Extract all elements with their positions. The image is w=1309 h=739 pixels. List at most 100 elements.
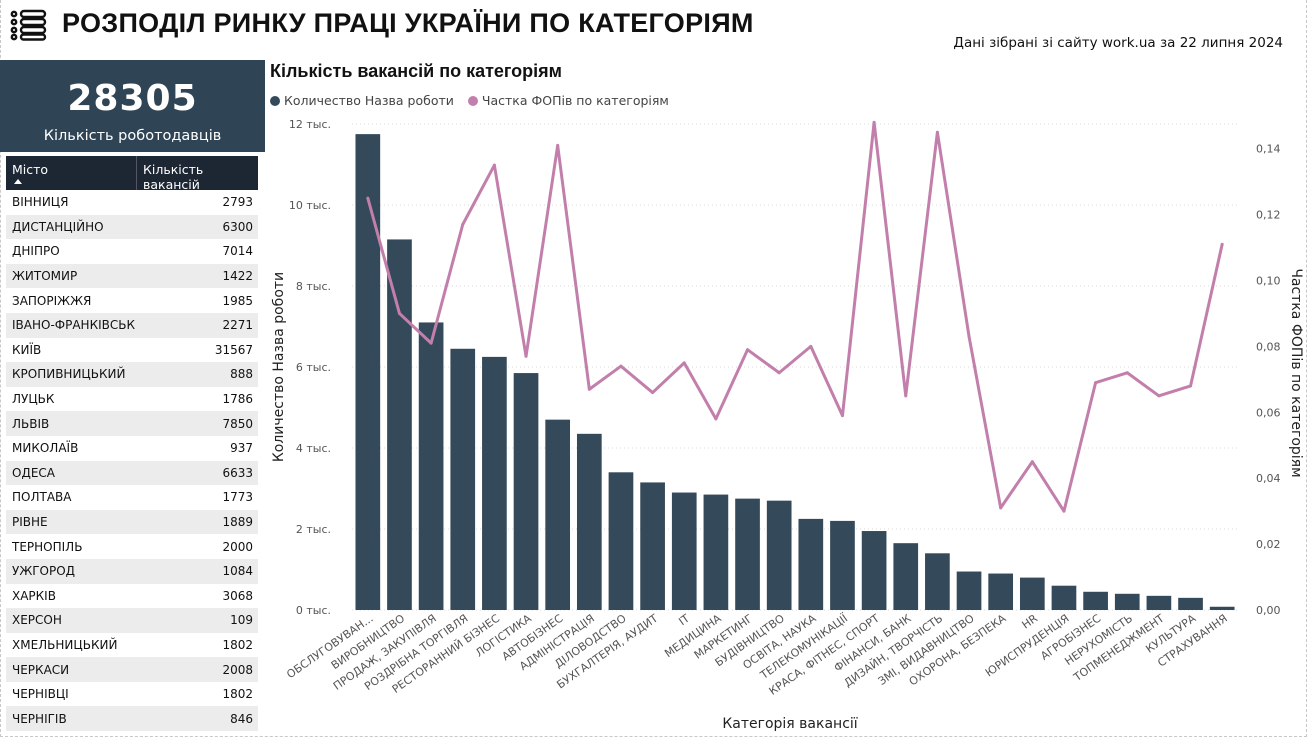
table-row[interactable]: ЛУЦЬК 1786 xyxy=(6,386,258,412)
line-point xyxy=(587,387,591,391)
city-cell: ЛЬВІВ xyxy=(12,416,50,431)
table-row[interactable]: КИЇВ 31567 xyxy=(6,337,258,363)
bar[interactable] xyxy=(703,494,729,610)
table-row[interactable]: ЗАПОРІЖЖЯ 1985 xyxy=(6,288,258,313)
table-row[interactable]: КРОПИВНИЦЬКИЙ 888 xyxy=(6,362,258,387)
category-label: HR xyxy=(1020,612,1041,632)
bar[interactable] xyxy=(956,571,982,610)
series-line xyxy=(366,120,1224,513)
bar[interactable] xyxy=(988,573,1014,610)
bar[interactable] xyxy=(608,472,634,610)
bar[interactable] xyxy=(1146,595,1172,610)
table-row[interactable]: МИКОЛАЇВ 937 xyxy=(6,435,258,461)
vacancy-count-cell: 3068 xyxy=(222,588,253,603)
bar[interactable] xyxy=(355,134,381,610)
y2-axis-tick-label: 0,12 xyxy=(1256,209,1281,222)
y2-axis-tick-label: 0,14 xyxy=(1256,143,1281,156)
bar[interactable] xyxy=(766,500,792,610)
city-cell: КРОПИВНИЦЬКИЙ xyxy=(12,367,126,382)
city-cell: ЛУЦЬК xyxy=(12,392,55,407)
table-body: ВІННИЦЯ 2793 ДИСТАНЦІЙНО 6300 ДНІПРО 7014 ЖИТО… xyxy=(6,190,258,732)
x-axis-title: Категорія вакансії xyxy=(722,716,857,732)
line-point xyxy=(1220,242,1224,246)
vacancy-count-cell: 6300 xyxy=(222,219,253,234)
table-row[interactable]: ПОЛТАВА 1773 xyxy=(6,485,258,510)
bar[interactable] xyxy=(482,356,507,610)
table-row[interactable]: ІВАНО-ФРАНКІВСЬК 2271 xyxy=(6,312,258,338)
line-point xyxy=(840,414,844,418)
y-axis-tick-label: 2 тыс. xyxy=(296,523,331,536)
bar[interactable] xyxy=(545,419,571,610)
table-row[interactable]: ЧЕРНІГІВ 846 xyxy=(6,706,258,732)
y2-axis-title: Частка ФОПів по категоріям xyxy=(1288,268,1304,477)
bar[interactable] xyxy=(925,553,950,610)
table-row[interactable]: УЖГОРОД 1084 xyxy=(6,558,258,584)
line-point xyxy=(1030,460,1034,464)
city-cell: ЗАПОРІЖЖЯ xyxy=(12,293,92,308)
legend-label: Количество Назва роботи xyxy=(284,93,454,108)
table-row[interactable]: РІВНЕ 1889 xyxy=(6,509,258,535)
vacancy-count-cell: 1889 xyxy=(222,515,253,530)
table-row[interactable]: ДНІПРО 7014 xyxy=(6,239,258,264)
bar[interactable] xyxy=(450,348,476,610)
vacancy-count-cell: 7850 xyxy=(222,416,253,431)
bar[interactable] xyxy=(1209,606,1235,610)
y-axis-tick-label: 4 тыс. xyxy=(296,442,331,455)
table-row[interactable]: ЛЬВІВ 7850 xyxy=(6,411,258,436)
column-header-count-label: Кількість вакансій xyxy=(143,162,204,192)
table-row[interactable]: ЖИТОМИР 1422 xyxy=(6,263,258,289)
city-cell: ПОЛТАВА xyxy=(12,490,72,505)
vacancy-count-cell: 109 xyxy=(230,613,253,628)
legend-item-line[interactable]: Частка ФОПів по категоріям xyxy=(467,93,669,108)
page-header: РОЗПОДІЛ РИНКУ ПРАЦІ УКРАЇНИ ПО КАТЕГОРІ… xyxy=(0,0,1309,52)
city-cell: ЧЕРНІВЦІ xyxy=(12,687,69,702)
city-cell: ДИСТАНЦІЙНО xyxy=(12,219,104,234)
table-row[interactable]: ХМЕЛЬНИЦЬКИЙ 1802 xyxy=(6,632,258,658)
city-vacancies-table[interactable]: Місто Кількість вакансій ВІННИЦЯ 2793 ДИСТ… xyxy=(6,156,258,732)
city-cell: ХАРКІВ xyxy=(12,588,56,603)
line-point xyxy=(935,130,939,134)
hamburger-list-icon[interactable] xyxy=(10,9,48,41)
column-header-city[interactable]: Місто xyxy=(6,156,136,190)
legend-label: Частка ФОПів по категоріям xyxy=(481,93,669,108)
line-point xyxy=(1125,371,1129,375)
bar[interactable] xyxy=(1051,585,1077,610)
legend-item-bars[interactable]: Количество Назва роботи xyxy=(270,93,454,108)
vacancy-count-cell: 1802 xyxy=(222,687,253,702)
bar[interactable] xyxy=(1114,593,1140,610)
line-point xyxy=(809,344,813,348)
bar[interactable] xyxy=(735,498,760,610)
y-axis-tick-label: 10 тыс. xyxy=(289,199,331,212)
table-row[interactable]: ДИСТАНЦІЙНО 6300 xyxy=(6,214,258,240)
bar[interactable] xyxy=(387,239,412,611)
bar[interactable] xyxy=(671,492,697,610)
y-axis-title: Количество Назва роботи xyxy=(271,272,287,462)
vacancy-count-cell: 6633 xyxy=(222,465,253,480)
bar[interactable] xyxy=(1083,591,1108,610)
table-row[interactable]: ЧЕРКАСИ 2008 xyxy=(6,657,258,682)
vacancy-count-cell: 2008 xyxy=(222,662,253,677)
bar[interactable] xyxy=(640,482,665,610)
bar[interactable] xyxy=(893,543,919,610)
bar[interactable] xyxy=(418,322,444,610)
table-row[interactable]: ХЕРСОН 109 xyxy=(6,608,258,633)
table-row[interactable]: ЧЕРНІВЦІ 1802 xyxy=(6,681,258,707)
table-row[interactable]: ВІННИЦЯ 2793 xyxy=(6,190,258,215)
vacancy-count-cell: 2793 xyxy=(222,195,253,210)
bar[interactable] xyxy=(1178,597,1203,610)
bar[interactable] xyxy=(576,433,602,610)
y-axis-tick-label: 0 тыс. xyxy=(296,604,331,617)
table-row[interactable]: ТЕРНОПІЛЬ 2000 xyxy=(6,534,258,559)
bar[interactable] xyxy=(1019,577,1045,610)
bar[interactable] xyxy=(830,520,855,610)
vacancy-count-cell: 1084 xyxy=(222,564,253,579)
employers-kpi-card[interactable]: 28305 Кількість роботодавців xyxy=(0,60,265,152)
bar[interactable] xyxy=(513,373,539,610)
column-header-count[interactable]: Кількість вакансій xyxy=(136,156,258,192)
sort-ascending-icon[interactable] xyxy=(14,179,22,184)
table-row[interactable]: ХАРКІВ 3068 xyxy=(6,583,258,609)
bar[interactable] xyxy=(861,531,887,610)
y2-axis-tick-label: 0,08 xyxy=(1256,340,1281,353)
table-row[interactable]: ОДЕСА 6633 xyxy=(6,460,258,486)
bar[interactable] xyxy=(798,518,824,610)
